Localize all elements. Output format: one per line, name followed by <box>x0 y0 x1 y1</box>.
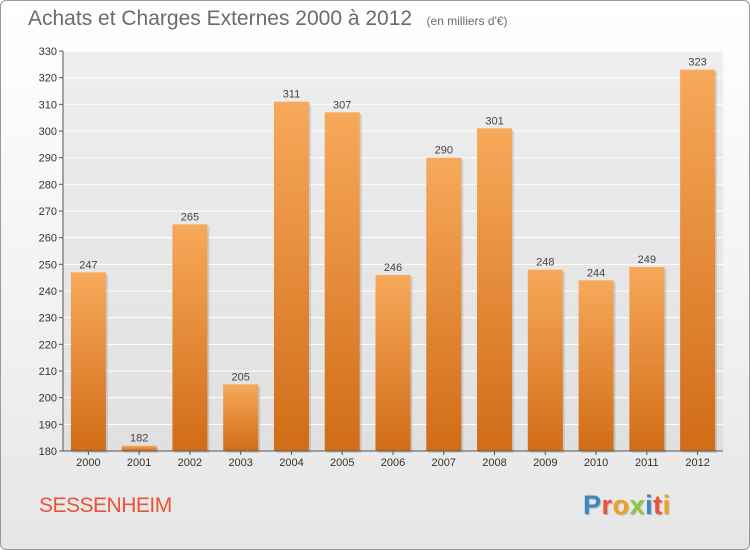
value-label: 265 <box>181 211 199 223</box>
bar-2012 <box>680 69 716 452</box>
x-tick-label: 2012 <box>685 457 709 469</box>
x-tick-label: 2006 <box>381 457 405 469</box>
bar-2001 <box>121 445 157 451</box>
y-tick-label: 250 <box>39 259 57 271</box>
y-tick-label: 210 <box>39 366 57 378</box>
chart-title-block: Achats et Charges Externes 2000 à 2012 (… <box>28 7 508 31</box>
logo-letter: o <box>612 490 630 520</box>
y-tick-label: 220 <box>39 339 57 351</box>
x-tick-label: 2004 <box>279 457 303 469</box>
x-tick-label: 2011 <box>635 457 659 469</box>
bar-2011 <box>629 267 665 451</box>
bar-2008 <box>477 128 513 451</box>
y-tick-label: 200 <box>39 393 57 405</box>
bar-2006 <box>375 275 411 451</box>
y-tick-label: 240 <box>39 286 57 298</box>
value-label: 248 <box>536 257 554 269</box>
y-tick-label: 190 <box>39 419 57 431</box>
bar-2003 <box>223 384 259 451</box>
value-label: 244 <box>587 267 605 279</box>
logo-letter: r <box>601 490 613 520</box>
x-tick-label: 2000 <box>76 457 100 469</box>
proxiti-logo: Proxiti <box>583 490 671 521</box>
value-label: 307 <box>333 99 351 111</box>
x-tick-label: 2001 <box>127 457 151 469</box>
x-tick-label: 2009 <box>533 457 557 469</box>
bar-2009 <box>527 269 563 451</box>
bar-2010 <box>578 280 614 451</box>
x-tick-label: 2008 <box>482 457 506 469</box>
value-label: 249 <box>638 254 656 266</box>
value-label: 301 <box>485 115 503 127</box>
city-name: SESSENHEIM <box>39 494 172 517</box>
bar-2000 <box>70 272 106 451</box>
value-label: 205 <box>232 371 250 383</box>
value-label: 246 <box>384 262 402 274</box>
bar-2005 <box>324 112 360 451</box>
y-tick-label: 260 <box>39 233 57 245</box>
logo-letter: i <box>645 490 654 520</box>
x-tick-label: 2003 <box>228 457 252 469</box>
logo-letter: t <box>653 490 663 520</box>
value-label: 311 <box>283 89 301 101</box>
x-tick-label: 2005 <box>330 457 354 469</box>
x-tick-label: 2007 <box>432 457 456 469</box>
y-tick-label: 270 <box>39 206 57 218</box>
value-label: 323 <box>688 57 706 69</box>
x-tick-label: 2010 <box>584 457 608 469</box>
y-tick-label: 280 <box>39 179 57 191</box>
chart-title: Achats et Charges Externes 2000 à 2012 <box>28 7 413 30</box>
bar-2002 <box>172 224 208 451</box>
y-tick-label: 290 <box>39 153 57 165</box>
logo-letter: i <box>662 490 671 520</box>
value-label: 247 <box>79 259 97 271</box>
y-tick-label: 330 <box>39 46 57 58</box>
y-tick-label: 300 <box>39 126 57 138</box>
y-tick-label: 180 <box>39 446 57 458</box>
value-label: 290 <box>435 145 453 157</box>
value-label: 182 <box>130 433 148 445</box>
bar-2007 <box>426 157 462 451</box>
chart-unit: (en milliers d'€) <box>426 14 508 28</box>
bar-2004 <box>273 101 309 452</box>
y-tick-label: 310 <box>39 99 57 111</box>
logo-letter: P <box>583 490 602 520</box>
logo-letter: x <box>629 490 646 520</box>
y-tick-label: 320 <box>39 73 57 85</box>
x-tick-label: 2002 <box>178 457 202 469</box>
y-tick-label: 230 <box>39 313 57 325</box>
